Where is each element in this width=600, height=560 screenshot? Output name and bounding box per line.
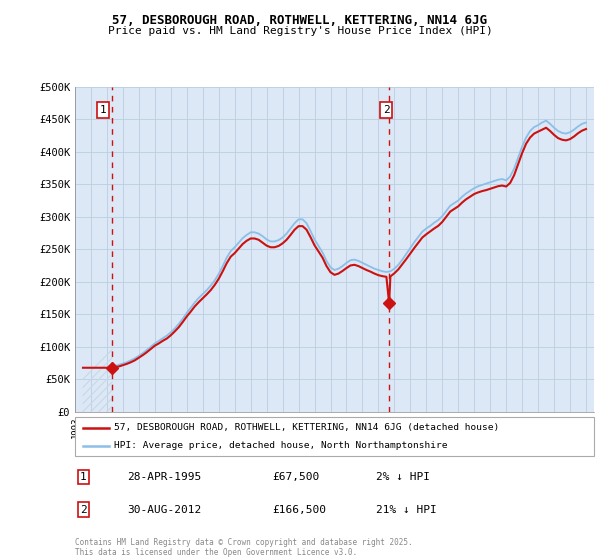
Text: 57, DESBOROUGH ROAD, ROTHWELL, KETTERING, NN14 6JG: 57, DESBOROUGH ROAD, ROTHWELL, KETTERING… — [113, 14, 487, 27]
FancyBboxPatch shape — [75, 417, 594, 456]
Text: HPI: Average price, detached house, North Northamptonshire: HPI: Average price, detached house, Nort… — [114, 441, 448, 450]
Text: 1: 1 — [80, 472, 87, 482]
Text: 2% ↓ HPI: 2% ↓ HPI — [376, 472, 430, 482]
Text: 57, DESBOROUGH ROAD, ROTHWELL, KETTERING, NN14 6JG (detached house): 57, DESBOROUGH ROAD, ROTHWELL, KETTERING… — [114, 423, 499, 432]
Text: 30-AUG-2012: 30-AUG-2012 — [127, 505, 201, 515]
Text: 2: 2 — [383, 105, 389, 115]
Text: £67,500: £67,500 — [272, 472, 319, 482]
Text: 1: 1 — [100, 105, 106, 115]
Text: Contains HM Land Registry data © Crown copyright and database right 2025.
This d: Contains HM Land Registry data © Crown c… — [75, 538, 413, 557]
Text: Price paid vs. HM Land Registry's House Price Index (HPI): Price paid vs. HM Land Registry's House … — [107, 26, 493, 36]
Text: 21% ↓ HPI: 21% ↓ HPI — [376, 505, 437, 515]
Text: 28-APR-1995: 28-APR-1995 — [127, 472, 201, 482]
Text: 2: 2 — [80, 505, 87, 515]
Text: £166,500: £166,500 — [272, 505, 326, 515]
